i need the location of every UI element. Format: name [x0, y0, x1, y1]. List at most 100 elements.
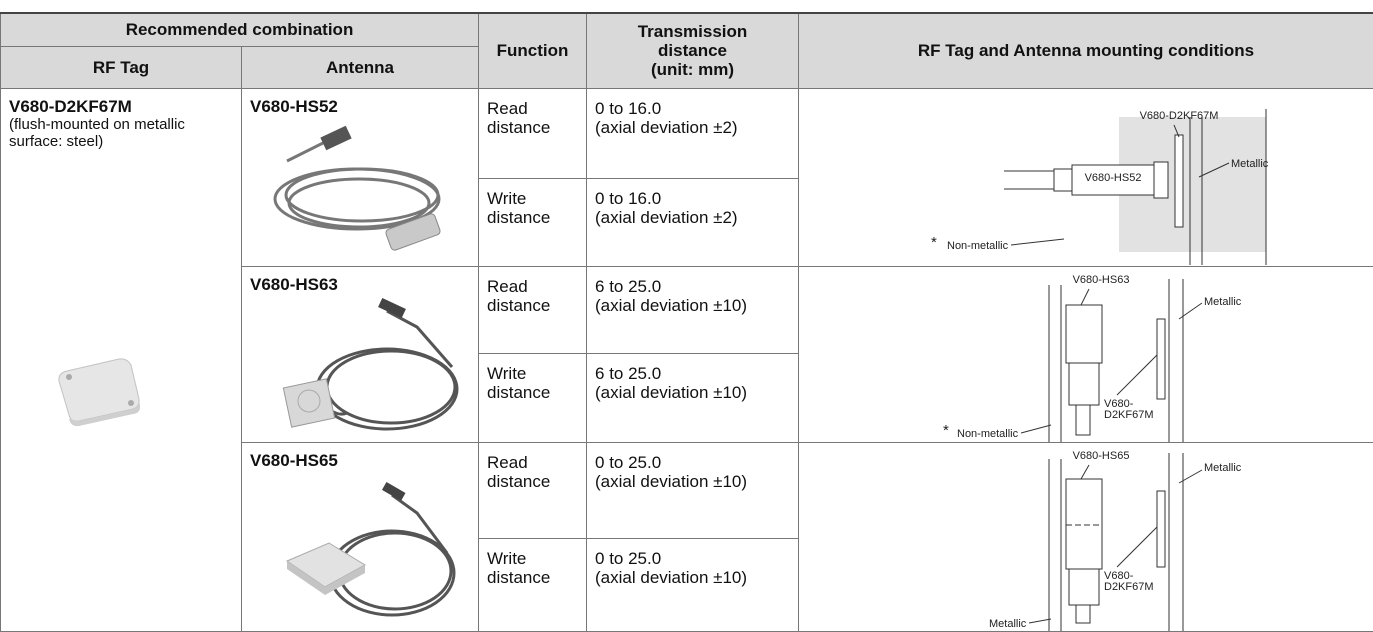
header-line: distance: [658, 41, 727, 61]
antenna-drawing: [1004, 161, 1169, 198]
shape: [286, 139, 328, 162]
metal-label: Metallic: [1204, 462, 1242, 474]
leader: [1028, 618, 1052, 623]
metal-plate: [1168, 278, 1184, 442]
function-cell: Write distance: [478, 177, 588, 267]
tag-label: V680-: [1104, 398, 1134, 410]
header-line: (unit: mm): [650, 60, 735, 80]
function-cell: Write distance: [478, 537, 588, 632]
other-label: Metallic: [989, 618, 1027, 630]
leader: [1020, 424, 1052, 433]
antenna-drawing: [1065, 478, 1103, 623]
mounting-diagram: V680-HS52 V680-D2KF67M Metallic * Non-me…: [931, 108, 1269, 265]
range: 0 to 25.0: [595, 452, 662, 472]
shape: [287, 177, 431, 228]
connector: [378, 297, 406, 318]
function: Read distance: [487, 452, 551, 491]
range: 0 to 16.0: [595, 188, 662, 208]
sensor-body: [285, 541, 366, 588]
function: Read distance: [487, 98, 551, 137]
antenna-label: V680-HS65: [1073, 450, 1130, 462]
tag-label: D2KF67M: [1104, 409, 1154, 421]
function-cell: Read distance: [478, 441, 588, 539]
sensor-body: [282, 377, 336, 428]
range: 6 to 25.0: [595, 276, 662, 296]
shape: [1065, 304, 1103, 363]
cable: [273, 139, 441, 230]
antenna-image: [285, 481, 456, 616]
antenna-cell: V680-HS65: [240, 441, 480, 632]
distance-cell: 0 to 25.0 (axial deviation ±10): [586, 537, 800, 632]
shape: [284, 167, 440, 222]
row: Write distance 0 to 16.0 (axial deviation…: [1, 177, 1373, 267]
function: Write distance: [487, 363, 551, 402]
header-cell: RF Tag and Antenna mounting conditions: [798, 12, 1373, 89]
tag-drawing: [1156, 490, 1166, 567]
tag-image: [58, 357, 141, 426]
connector: [381, 481, 406, 501]
function-cell: Write distance: [478, 352, 588, 443]
diagram-cell: V680-HS52 V680-D2KF67M Metallic * Non-me…: [798, 87, 1373, 267]
function-cell: Read distance: [478, 265, 588, 354]
antenna-image: [282, 297, 459, 430]
combination-table: Recommended combination Function Transmi…: [0, 12, 1373, 632]
shape: [386, 309, 454, 368]
shape: [391, 493, 449, 554]
distance-cell: 0 to 16.0 (axial deviation ±2): [586, 87, 800, 179]
antenna-image: [273, 125, 441, 251]
deviation: (axial deviation ±2): [595, 207, 738, 227]
other-label: Non-metallic: [957, 428, 1019, 440]
leader: [1173, 124, 1180, 137]
tag-drawing: [1156, 318, 1166, 399]
shape: [1068, 362, 1100, 405]
leader: [1080, 288, 1090, 305]
mounting-diagram: V680-HS65 Metallic V680- D2KF67M Metalli…: [989, 450, 1242, 631]
tag-drawing: [1174, 134, 1184, 227]
shape: [1065, 478, 1103, 569]
deviation: (axial deviation ±2): [595, 117, 738, 137]
row: V680-HS65 Read distance 0 to 25.0 (axial …: [1, 441, 1373, 632]
tag-body: [58, 357, 141, 426]
header-cell: Function: [478, 12, 588, 89]
antenna-name: V680-HS63: [250, 274, 338, 294]
side-plate: [1048, 458, 1062, 631]
header-cell: Recommended combination: [0, 12, 480, 47]
metal-plate: [1189, 116, 1203, 265]
tag-label: V680-D2KF67M: [1140, 110, 1219, 122]
header-row: RF Tag Antenna: [0, 45, 1373, 89]
leader: [1178, 469, 1203, 483]
antenna-cell: V680-HS63: [240, 265, 480, 443]
tag-label: D2KF67M: [1104, 581, 1154, 593]
antenna-name: V680-HS65: [250, 450, 338, 470]
distance-cell: 6 to 25.0 (axial deviation ±10): [586, 265, 800, 354]
antenna-label: V680-HS52: [1085, 172, 1142, 184]
sensor-face: [297, 389, 321, 412]
shape: [128, 399, 134, 406]
function: Write distance: [487, 548, 551, 587]
metal-label: Metallic: [1231, 158, 1269, 170]
row: V680-HS63 Read distance 6 to 25.0 (axial …: [1, 265, 1373, 443]
function: Read distance: [487, 276, 551, 315]
asterisk: *: [943, 422, 949, 439]
function: Write distance: [487, 188, 551, 227]
connector: [320, 125, 352, 150]
distance-cell: 0 to 25.0 (axial deviation ±10): [586, 441, 800, 539]
row: V680-D2KF67M (flush-mounted on metallic …: [0, 87, 1373, 632]
shape: [1075, 404, 1091, 435]
tag-label: V680-: [1104, 570, 1134, 582]
diagram-cell: V680-HS63 Metallic V680- D2KF67M * Non-m…: [798, 265, 1373, 443]
cable: [315, 309, 459, 430]
function-cell: Read distance: [478, 87, 588, 179]
shape: [69, 400, 141, 426]
metal-plate: [1168, 452, 1184, 631]
metal-label: Metallic: [1204, 296, 1242, 308]
sensor-side: [287, 560, 365, 595]
distance-cell: 6 to 25.0 (axial deviation ±10): [586, 352, 800, 443]
shape: [1068, 568, 1100, 605]
antenna-cell: V680-HS52: [240, 87, 480, 267]
leader: [1116, 526, 1158, 567]
shape: [1071, 164, 1155, 195]
leader: [1080, 464, 1090, 479]
